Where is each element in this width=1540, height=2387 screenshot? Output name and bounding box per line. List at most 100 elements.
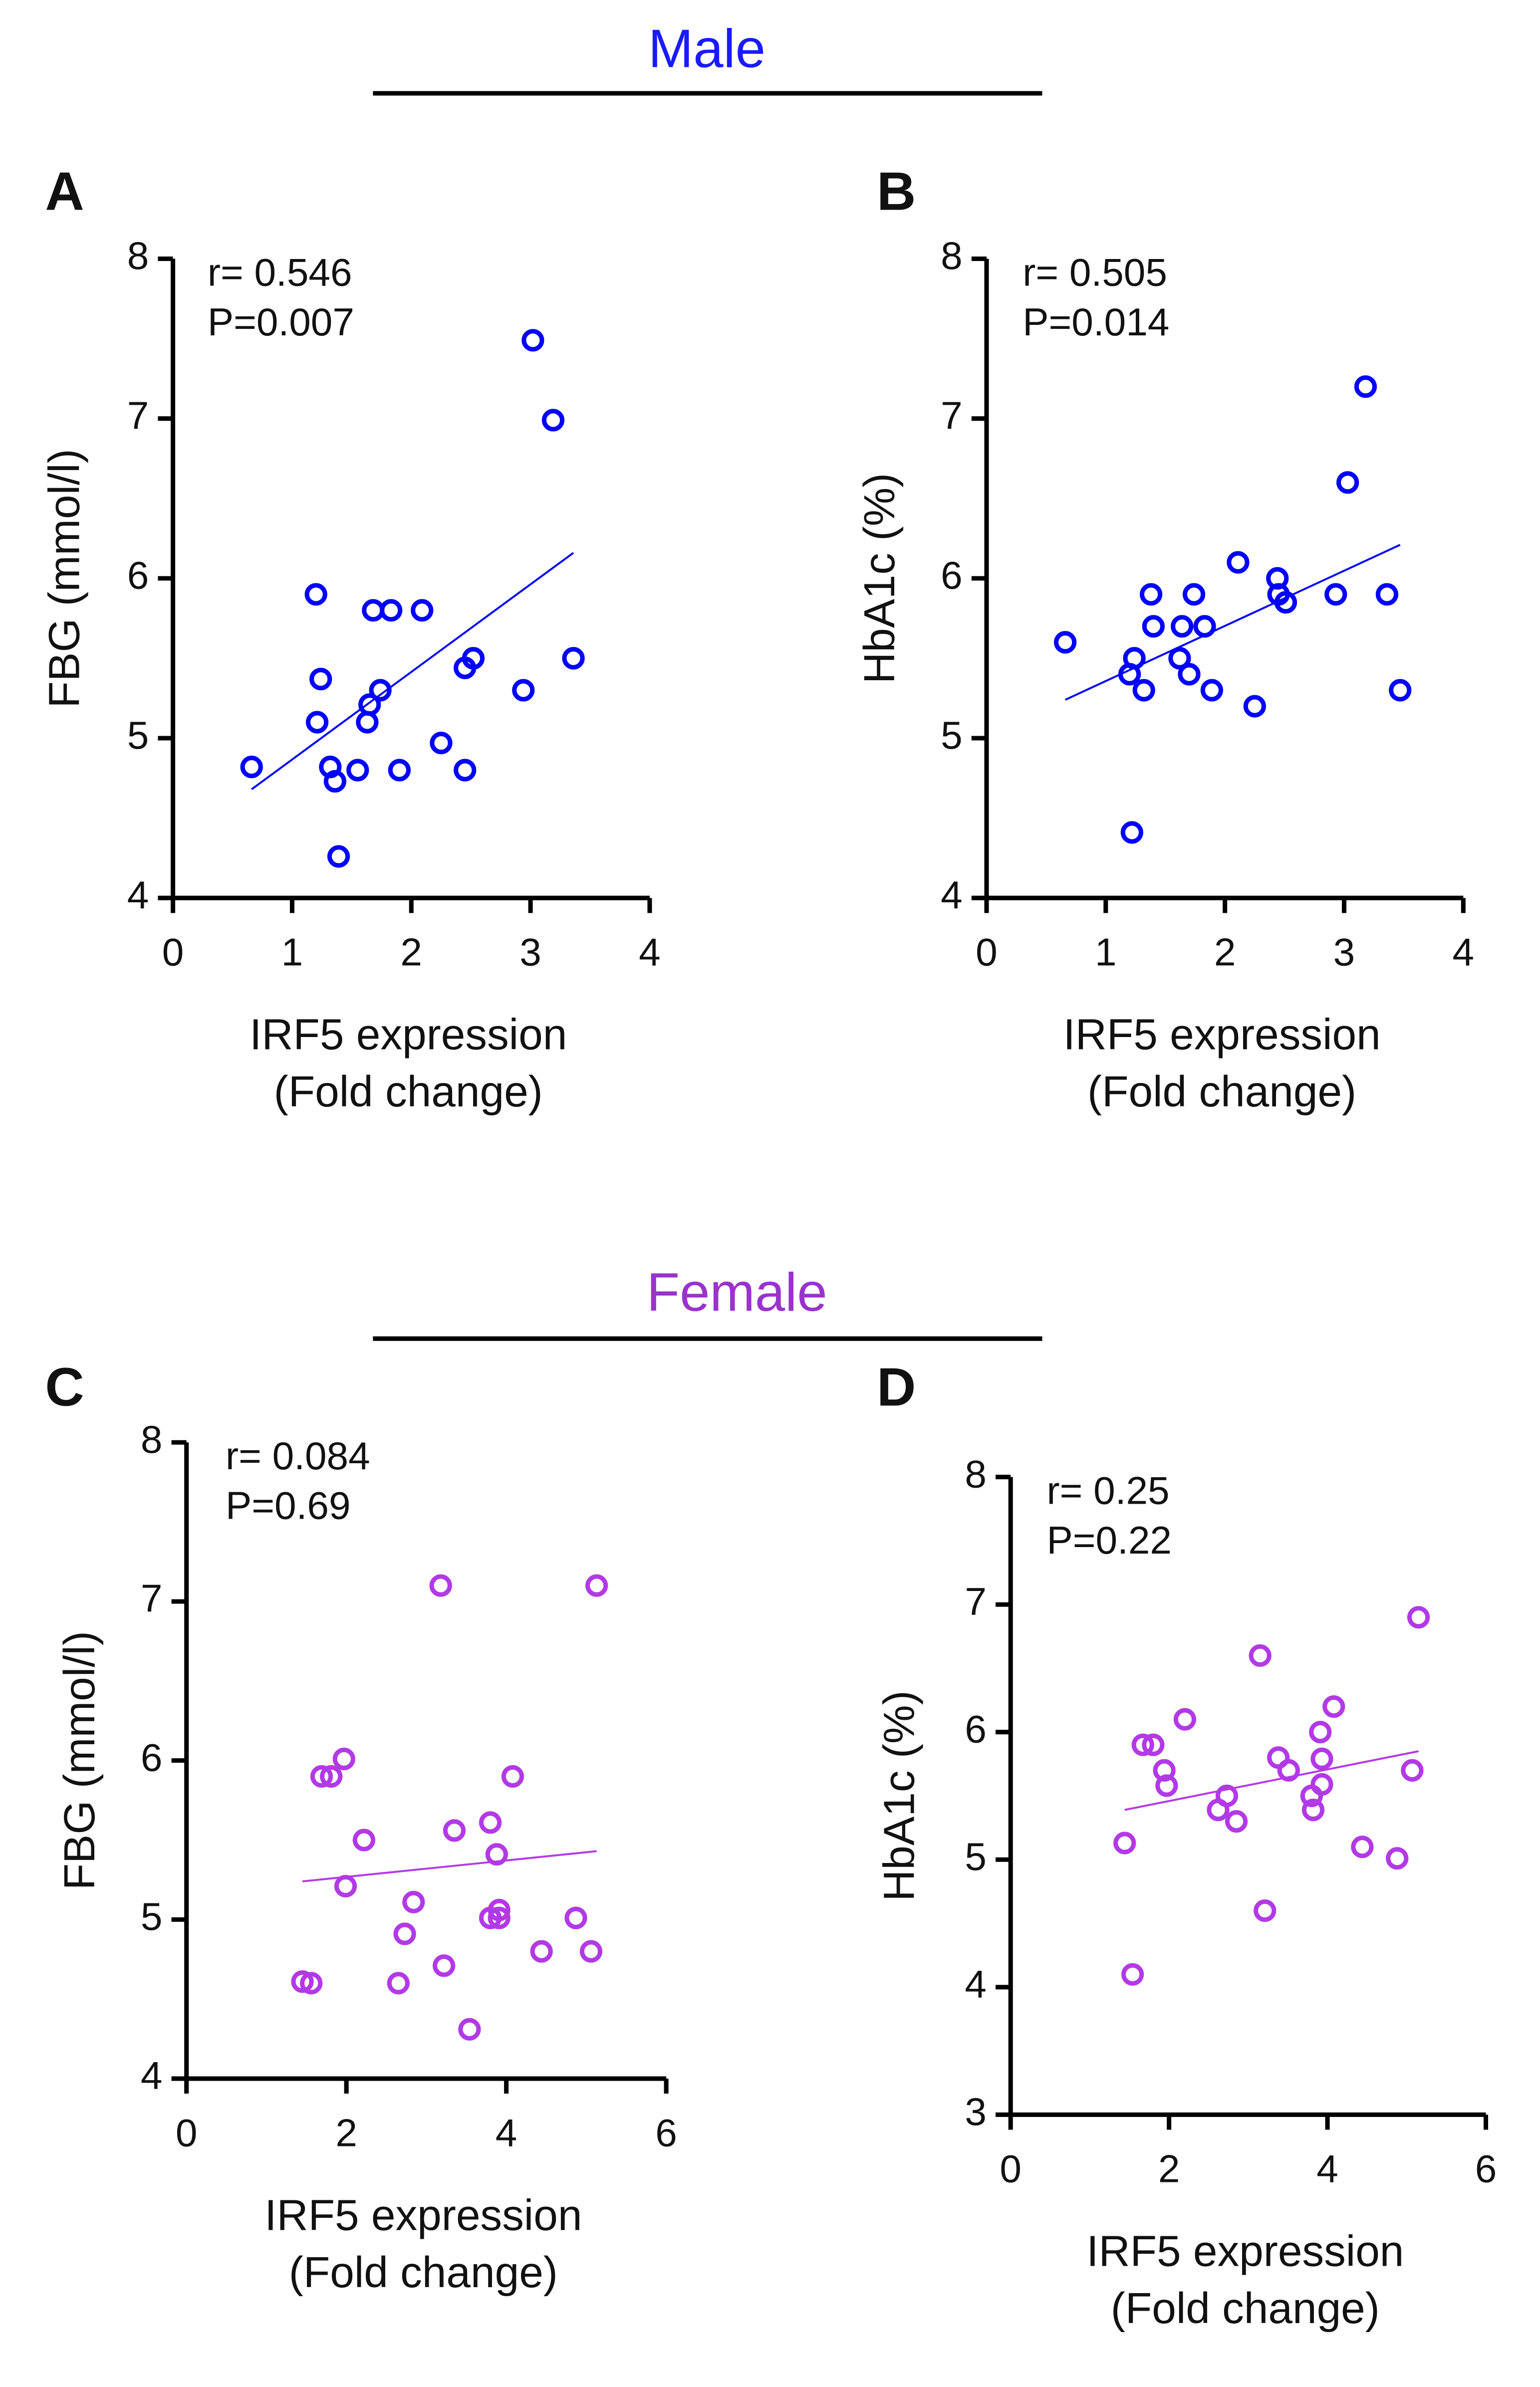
data-point [1354, 375, 1377, 398]
annotation: P=0.014 [1023, 300, 1169, 344]
data-point [1336, 471, 1359, 494]
x-tick-label: 4 [639, 930, 661, 974]
fit-line [1064, 543, 1401, 701]
y-tick-label: 7 [941, 393, 963, 437]
fit-line [302, 1850, 597, 1882]
data-point [1139, 583, 1163, 606]
data-point [562, 647, 585, 670]
data-point [1155, 1774, 1178, 1797]
data-point [240, 756, 263, 779]
x-tick-label: 6 [655, 2111, 677, 2154]
data-point [488, 1906, 511, 1929]
data-point [479, 1811, 502, 1834]
y-tick-label: 4 [965, 1962, 987, 2006]
data-point [1200, 679, 1223, 702]
y-tick-label: 5 [127, 713, 149, 757]
data-point [402, 1890, 425, 1913]
y-tick-label: 5 [965, 1835, 987, 1878]
data-point [585, 1574, 608, 1597]
data-point [429, 1574, 452, 1597]
data-point [305, 711, 329, 734]
data-point [1142, 1733, 1165, 1756]
annotation: r= 0.084 [226, 1434, 370, 1478]
data-point [1131, 1733, 1154, 1756]
y-axis-label: FBG (mmol/l) [55, 1631, 104, 1890]
x-tick-label: 4 [1453, 930, 1475, 974]
x-tick-label: 1 [281, 930, 303, 974]
y-tick-label: 8 [127, 234, 149, 277]
fit-line [1124, 1750, 1419, 1811]
annotation: P=0.69 [226, 1484, 351, 1528]
y-tick-label: 7 [141, 1577, 163, 1620]
section-heading: Female [647, 1262, 827, 1323]
data-point [309, 668, 332, 691]
y-tick-label: 7 [127, 393, 149, 437]
data-point [369, 679, 392, 702]
y-axis-label: FBG (mmol/l) [40, 449, 89, 708]
data-point [1301, 1798, 1325, 1822]
y-tick-label: 6 [941, 553, 963, 597]
x-tick-label: 3 [519, 930, 541, 974]
x-tick-label: 0 [176, 2111, 198, 2154]
data-point [1121, 1963, 1144, 1986]
x-tick-label: 2 [1214, 930, 1236, 974]
y-tick-label: 8 [141, 1417, 163, 1461]
x-axis-label: IRF5 expression [250, 1010, 567, 1059]
data-point [501, 1765, 524, 1788]
panel-label: D [877, 1356, 916, 1417]
annotation: r= 0.505 [1023, 250, 1167, 294]
data-point [380, 599, 403, 622]
data-point [1249, 1644, 1272, 1667]
data-point [530, 1940, 553, 1963]
y-tick-label: 5 [141, 1894, 163, 1938]
data-point [458, 2018, 481, 2041]
x-tick-label: 4 [1316, 2147, 1338, 2191]
data-point [1153, 1759, 1176, 1782]
data-point [541, 409, 565, 432]
data-point [433, 1954, 456, 1977]
y-axis-label: HbA1c (%) [855, 473, 904, 684]
data-point [1322, 1695, 1345, 1718]
data-point [388, 759, 411, 782]
data-point [454, 759, 477, 782]
y-tick-label: 8 [965, 1452, 987, 1496]
data-point [332, 1747, 355, 1771]
data-point [1375, 583, 1399, 606]
x-tick-label: 2 [1158, 2147, 1180, 2191]
panel-label: A [45, 161, 84, 222]
x-tick-label: 0 [976, 930, 998, 974]
data-point [300, 1972, 323, 1995]
data-point [1401, 1759, 1424, 1782]
data-point [1310, 1773, 1333, 1796]
y-tick-label: 4 [141, 2054, 163, 2098]
y-tick-label: 6 [965, 1707, 987, 1751]
y-axis-label: HbA1c (%) [874, 1690, 923, 1901]
data-point [1173, 1708, 1196, 1731]
annotation: r= 0.25 [1047, 1468, 1170, 1512]
data-point [1227, 551, 1250, 574]
data-point [1171, 615, 1194, 638]
x-tick-label: 2 [400, 930, 422, 974]
data-point [443, 1819, 466, 1842]
data-point [564, 1906, 587, 1929]
y-tick-label: 6 [127, 553, 149, 597]
annotation: P=0.007 [208, 300, 354, 344]
data-point [1386, 1847, 1409, 1870]
data-point [462, 647, 485, 670]
y-tick-label: 5 [941, 713, 963, 757]
x-axis-label: (Fold change) [1111, 2284, 1380, 2333]
data-point [1132, 679, 1155, 702]
data-point [320, 1765, 343, 1788]
x-tick-label: 2 [335, 2111, 357, 2154]
data-point [310, 1765, 333, 1788]
data-point [1120, 821, 1143, 844]
panel-label: B [877, 161, 916, 222]
section-heading: Male [648, 18, 766, 78]
x-tick-label: 3 [1333, 930, 1355, 974]
y-tick-label: 7 [965, 1580, 987, 1623]
x-tick-label: 0 [1000, 2147, 1022, 2191]
data-point [1113, 1832, 1136, 1855]
data-point [1254, 1899, 1277, 1922]
data-point [393, 1922, 416, 1945]
